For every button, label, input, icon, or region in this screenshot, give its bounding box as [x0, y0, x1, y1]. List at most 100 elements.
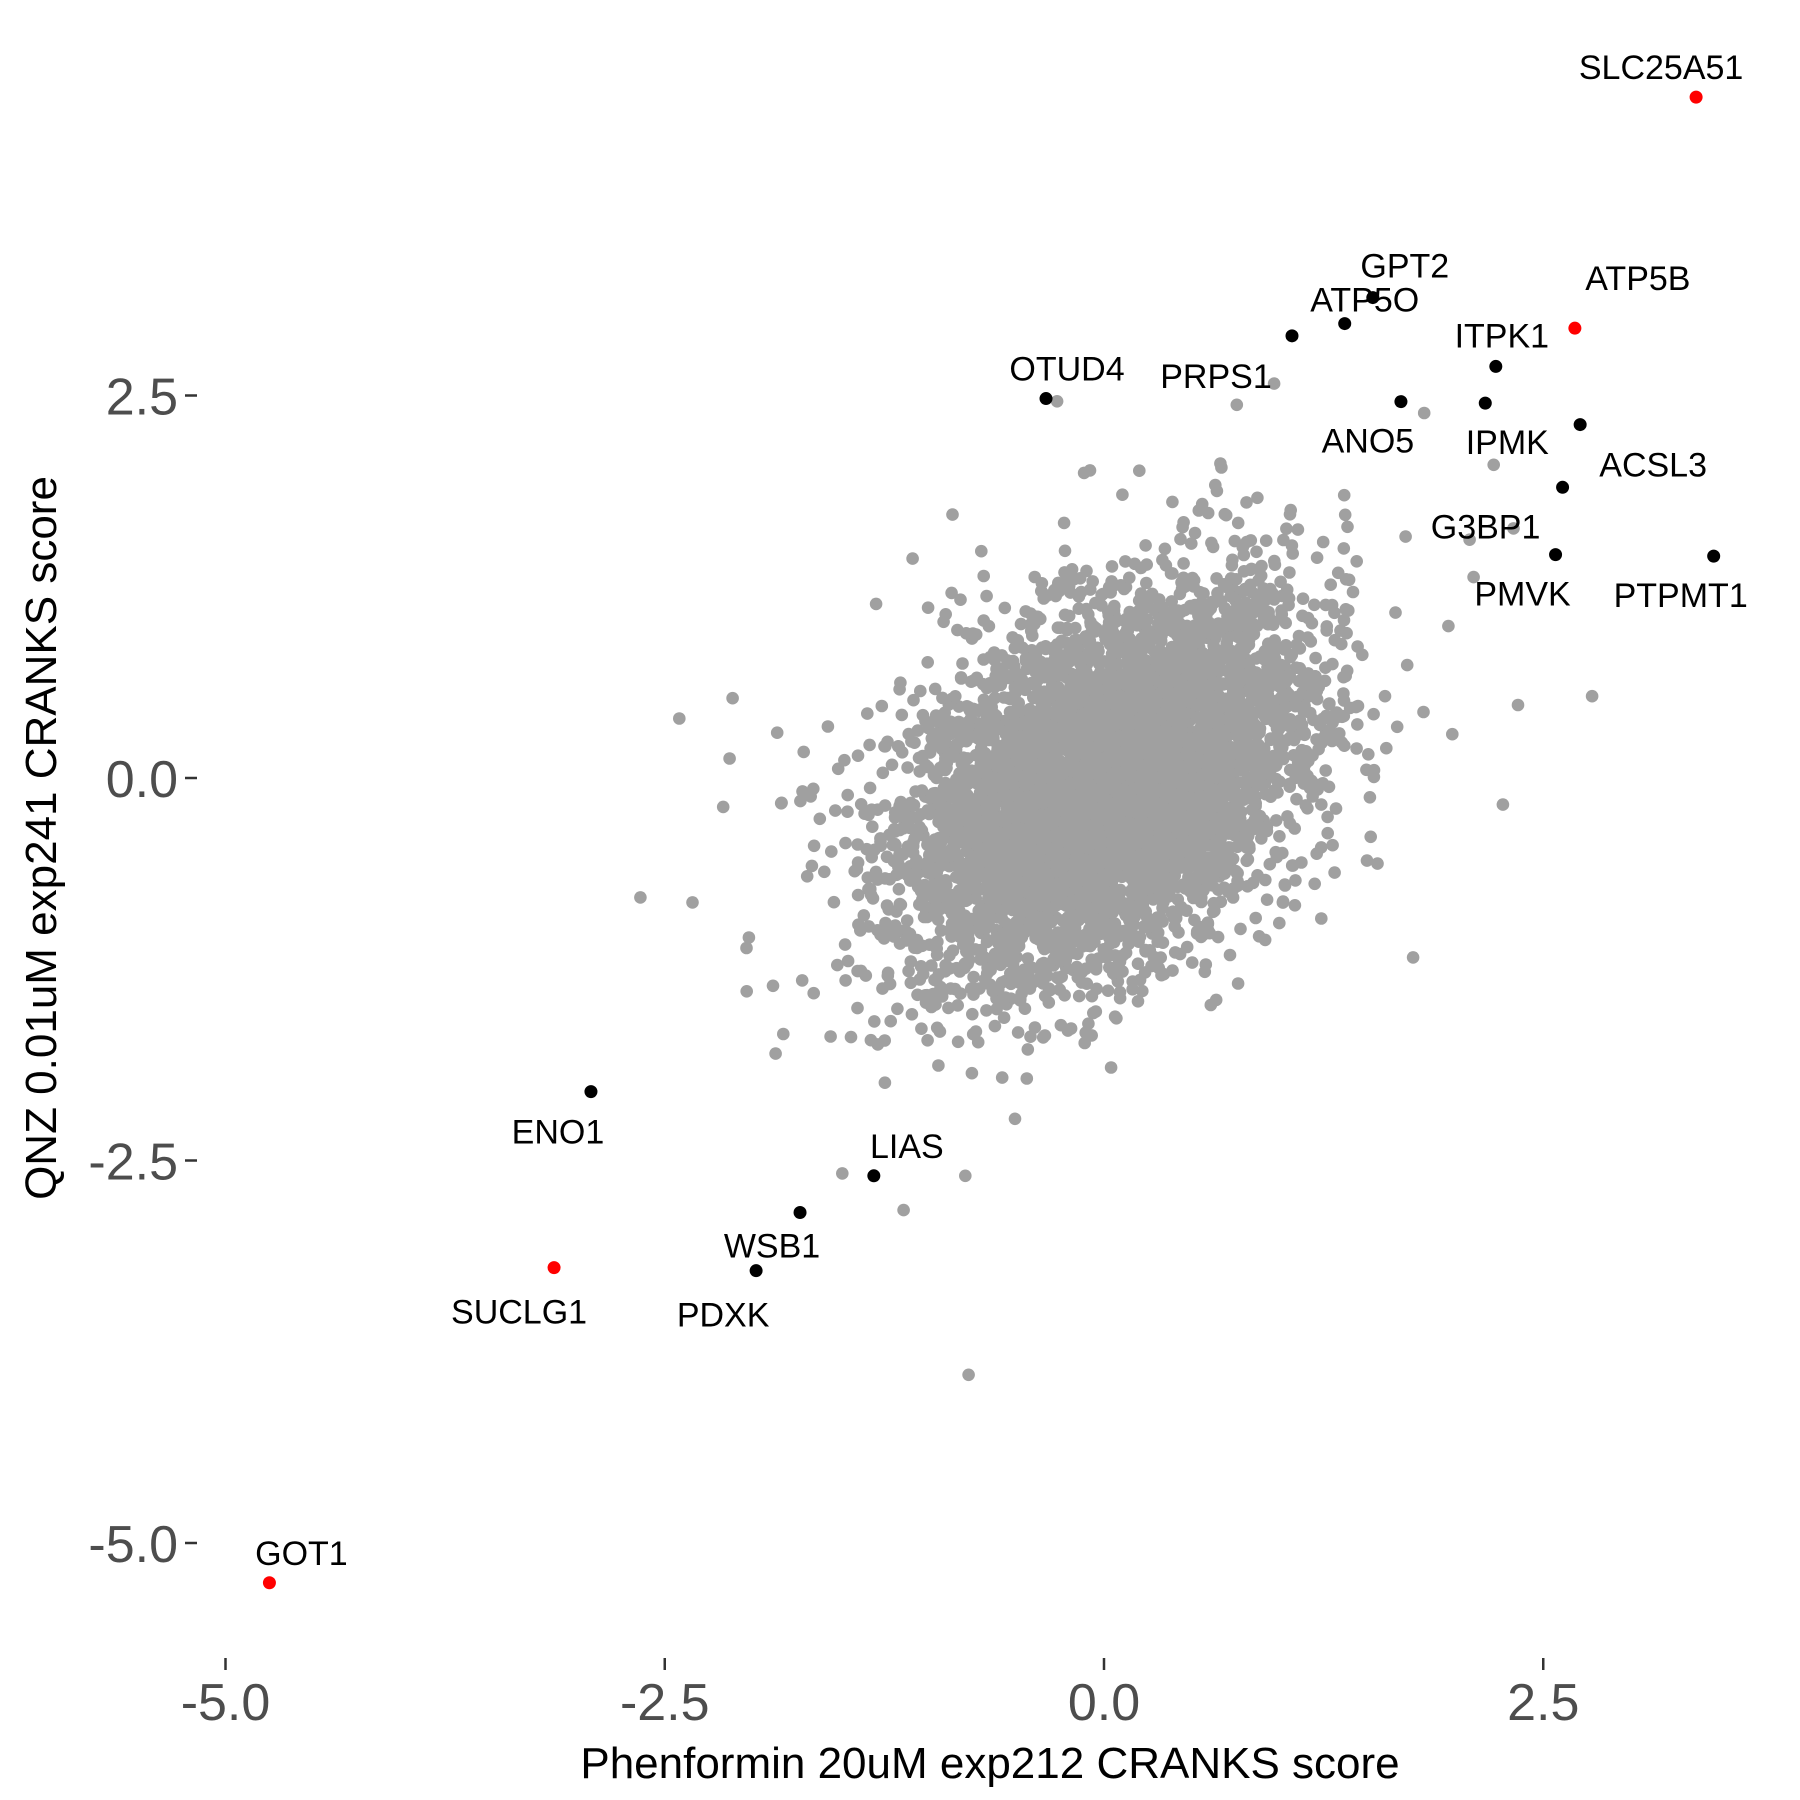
background-point — [1511, 698, 1525, 712]
background-point — [1082, 1017, 1095, 1030]
background-point — [995, 912, 1009, 925]
background-point — [1194, 621, 1208, 634]
background-point — [1364, 830, 1377, 844]
background-point — [933, 1025, 947, 1038]
background-point — [1417, 406, 1431, 420]
background-point — [1021, 1043, 1035, 1056]
background-point — [1054, 1018, 1068, 1032]
background-point — [851, 749, 865, 762]
background-point — [1182, 641, 1195, 654]
background-point — [923, 938, 936, 951]
background-point — [1174, 532, 1187, 546]
background-point — [1080, 602, 1093, 616]
background-point — [909, 785, 922, 798]
background-point — [951, 999, 964, 1012]
background-point — [1340, 626, 1353, 640]
background-point — [869, 597, 883, 611]
background-point — [1251, 869, 1264, 882]
background-point — [946, 508, 959, 521]
background-point — [921, 656, 934, 669]
background-point — [966, 1027, 980, 1041]
background-point — [905, 1008, 919, 1021]
background-point — [943, 727, 957, 741]
background-point — [1210, 572, 1223, 585]
background-point — [894, 676, 907, 689]
background-point — [878, 799, 892, 812]
background-point — [861, 707, 874, 720]
background-point — [1136, 984, 1149, 998]
background-point — [1075, 976, 1089, 989]
background-points — [634, 377, 1599, 1382]
background-point — [1072, 989, 1086, 1003]
background-point — [1083, 464, 1097, 477]
background-point — [1363, 791, 1377, 804]
background-point — [1224, 590, 1237, 603]
background-point — [1112, 930, 1126, 943]
background-point — [1185, 537, 1198, 550]
background-point — [1400, 658, 1414, 672]
background-point — [1107, 579, 1121, 592]
background-point — [836, 1167, 849, 1180]
background-point — [1158, 542, 1172, 556]
background-point — [902, 964, 915, 978]
background-point — [879, 916, 892, 930]
background-point — [1367, 707, 1380, 721]
background-point — [1280, 522, 1293, 535]
background-point — [1315, 798, 1328, 811]
background-point — [1032, 732, 1045, 746]
background-point — [1315, 912, 1328, 925]
background-point — [1104, 937, 1117, 950]
background-point — [881, 966, 895, 980]
background-point — [1107, 920, 1121, 934]
background-point — [866, 820, 879, 833]
background-point — [1051, 580, 1064, 593]
background-point — [999, 991, 1012, 1004]
background-point — [1324, 578, 1337, 591]
background-point — [723, 752, 736, 765]
background-point — [1147, 950, 1161, 964]
background-point — [1086, 575, 1099, 588]
background-point — [1507, 522, 1520, 535]
background-point — [988, 1019, 1002, 1033]
background-point — [1064, 586, 1077, 599]
background-point — [916, 708, 930, 722]
background-point — [911, 724, 925, 737]
background-point — [1084, 618, 1098, 632]
background-point — [1050, 395, 1064, 408]
background-point — [883, 977, 897, 991]
background-point — [995, 1071, 1009, 1084]
background-point — [932, 1059, 945, 1072]
background-point — [844, 1030, 858, 1044]
background-point — [1057, 516, 1071, 530]
background-point — [1362, 748, 1375, 761]
background-point — [1085, 1029, 1098, 1042]
background-point — [951, 1035, 965, 1049]
background-point — [1346, 585, 1360, 599]
background-point — [892, 882, 906, 896]
background-point — [1296, 609, 1309, 623]
background-point — [998, 849, 1011, 862]
background-point — [1206, 905, 1220, 919]
background-point — [907, 798, 921, 812]
background-point — [1289, 874, 1302, 887]
background-point — [1263, 857, 1277, 871]
background-point — [1109, 707, 1123, 720]
background-point — [1111, 958, 1125, 972]
background-point — [1212, 833, 1225, 847]
background-point — [1310, 551, 1324, 564]
background-point — [1251, 491, 1264, 505]
background-point — [944, 923, 957, 936]
background-point — [935, 990, 949, 1003]
background-point — [982, 619, 996, 633]
background-point — [1223, 948, 1237, 962]
background-point — [795, 974, 809, 987]
background-point — [1177, 516, 1190, 529]
background-point — [1131, 957, 1145, 970]
background-point — [1139, 539, 1152, 552]
background-point — [1283, 780, 1296, 793]
background-point — [1165, 595, 1178, 608]
background-point — [907, 693, 920, 707]
background-point — [1261, 688, 1275, 701]
background-point — [807, 986, 820, 1000]
background-point — [1304, 635, 1318, 648]
